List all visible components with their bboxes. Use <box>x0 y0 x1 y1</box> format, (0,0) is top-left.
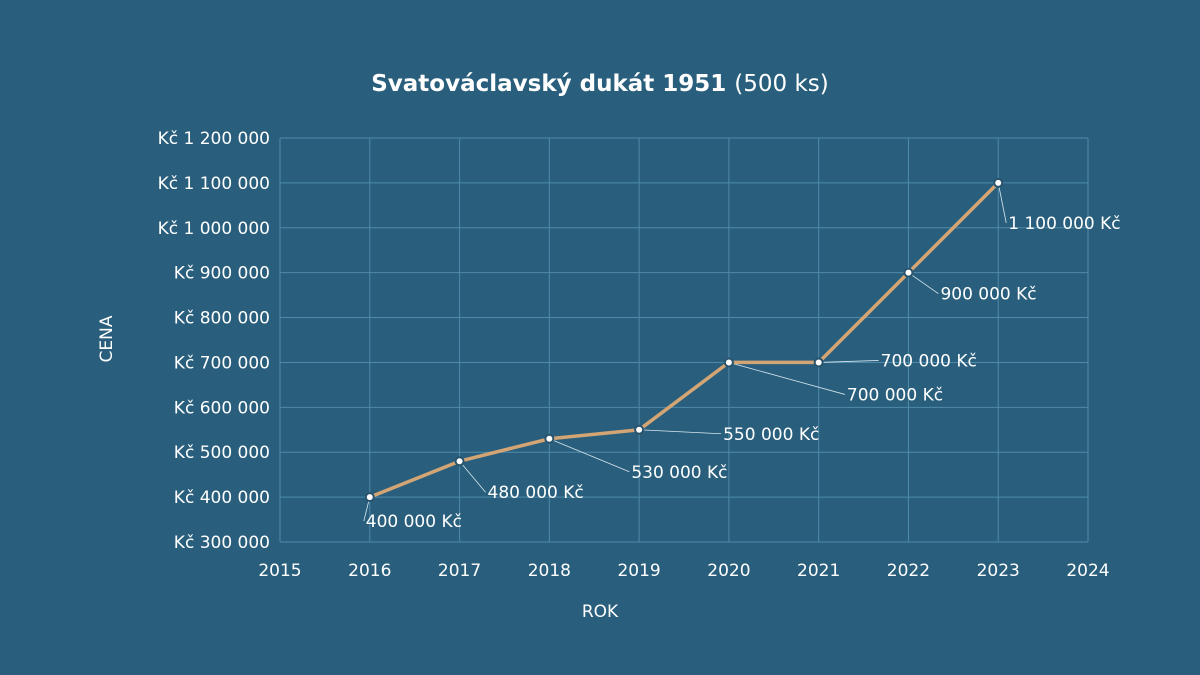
label-leader <box>639 429 722 435</box>
data-point <box>364 492 375 503</box>
y-axis-ticks: Kč 300 000 Kč 400 000 Kč 500 000 Kč 600 000… <box>158 129 270 553</box>
chart-title-main: Svatováclavský dukát 1951 <box>371 71 726 97</box>
label-leader <box>728 362 845 395</box>
y-tick-label: Kč 1 200 000 <box>158 129 270 149</box>
data-point <box>813 357 824 368</box>
x-tick-label: 2022 <box>887 561 930 581</box>
data-label: 400 000 Kč <box>366 512 462 532</box>
label-leader <box>818 360 879 363</box>
data-label: 700 000 Kč <box>847 385 943 405</box>
label-leader-lines <box>363 182 1007 522</box>
x-tick-label: 2023 <box>977 561 1020 581</box>
data-labels: 400 000 Kč 480 000 Kč 530 000 Kč 550 000 Kč… <box>366 214 1121 532</box>
y-axis-title: CENA <box>97 315 117 362</box>
data-point <box>454 456 465 467</box>
y-tick-label: Kč 600 000 <box>174 398 270 418</box>
label-leader <box>459 460 486 493</box>
data-point <box>723 357 734 368</box>
y-tick-label: Kč 1 000 000 <box>158 219 270 239</box>
x-tick-label: 2024 <box>1066 561 1109 581</box>
x-axis-ticks: 2015 2016 2017 2018 2019 2020 2021 2022 2023 2024 <box>258 561 1109 581</box>
x-tick-label: 2020 <box>707 561 750 581</box>
y-tick-label: Kč 700 000 <box>174 353 270 373</box>
x-tick-label: 2021 <box>797 561 840 581</box>
y-tick-label: Kč 1 100 000 <box>158 174 270 194</box>
grid <box>279 137 1089 543</box>
y-tick-label: Kč 300 000 <box>174 533 270 553</box>
x-tick-label: 2017 <box>438 561 481 581</box>
data-label: 480 000 Kč <box>488 483 584 503</box>
x-tick-label: 2016 <box>348 561 391 581</box>
data-label: 550 000 Kč <box>723 425 819 445</box>
data-point <box>544 433 555 444</box>
data-label: 700 000 Kč <box>881 351 977 371</box>
label-leader <box>549 438 630 473</box>
chart-title: Svatováclavský dukát 1951 (500 ks) <box>371 71 829 97</box>
data-label: 900 000 Kč <box>940 285 1036 305</box>
y-tick-label: Kč 400 000 <box>174 488 270 508</box>
label-leader <box>908 272 939 294</box>
data-label: 530 000 Kč <box>631 463 727 483</box>
data-label: 1 100 000 Kč <box>1008 214 1120 234</box>
y-tick-label: Kč 500 000 <box>174 443 270 463</box>
x-tick-label: 2015 <box>258 561 301 581</box>
x-tick-label: 2018 <box>528 561 571 581</box>
y-tick-label: Kč 800 000 <box>174 309 270 329</box>
x-tick-label: 2019 <box>617 561 660 581</box>
y-tick-label: Kč 900 000 <box>174 264 270 284</box>
data-points <box>364 177 1004 503</box>
data-point <box>993 177 1004 188</box>
chart-subtitle: (500 ks) <box>734 71 828 97</box>
series-line <box>368 181 1000 499</box>
x-axis-title: ROK <box>582 602 619 622</box>
data-point <box>634 424 645 435</box>
label-leader <box>997 182 1007 223</box>
data-point <box>903 267 914 278</box>
